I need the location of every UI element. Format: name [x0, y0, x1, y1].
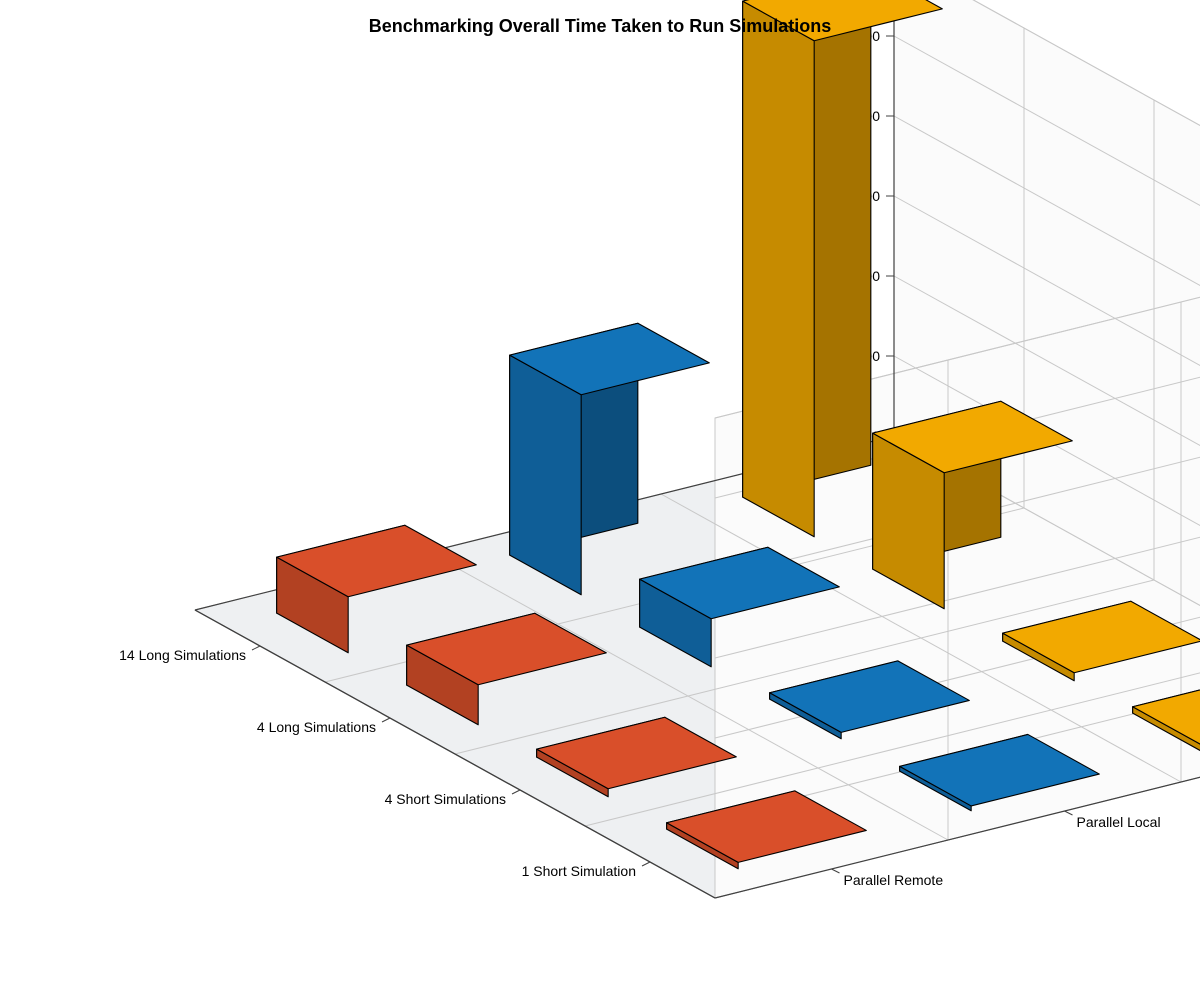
x-tick-label: 1 Short Simulation: [522, 863, 636, 879]
x-tick-label: 4 Long Simulations: [257, 719, 376, 735]
chart-title: Benchmarking Overall Time Taken to Run S…: [369, 16, 831, 36]
bar-front: [743, 1, 815, 537]
y-tick-label: Parallel Local: [1077, 814, 1161, 830]
y-tick-label: Parallel Remote: [844, 872, 944, 888]
x-tick-label: 4 Short Simulations: [385, 791, 506, 807]
bar-front: [510, 355, 581, 595]
chart-container: 0100200300400500600Minutes14 Long Simula…: [0, 0, 1200, 984]
bar3d-chart: 0100200300400500600Minutes14 Long Simula…: [0, 0, 1200, 984]
x-tick-label: 14 Long Simulations: [119, 647, 246, 663]
